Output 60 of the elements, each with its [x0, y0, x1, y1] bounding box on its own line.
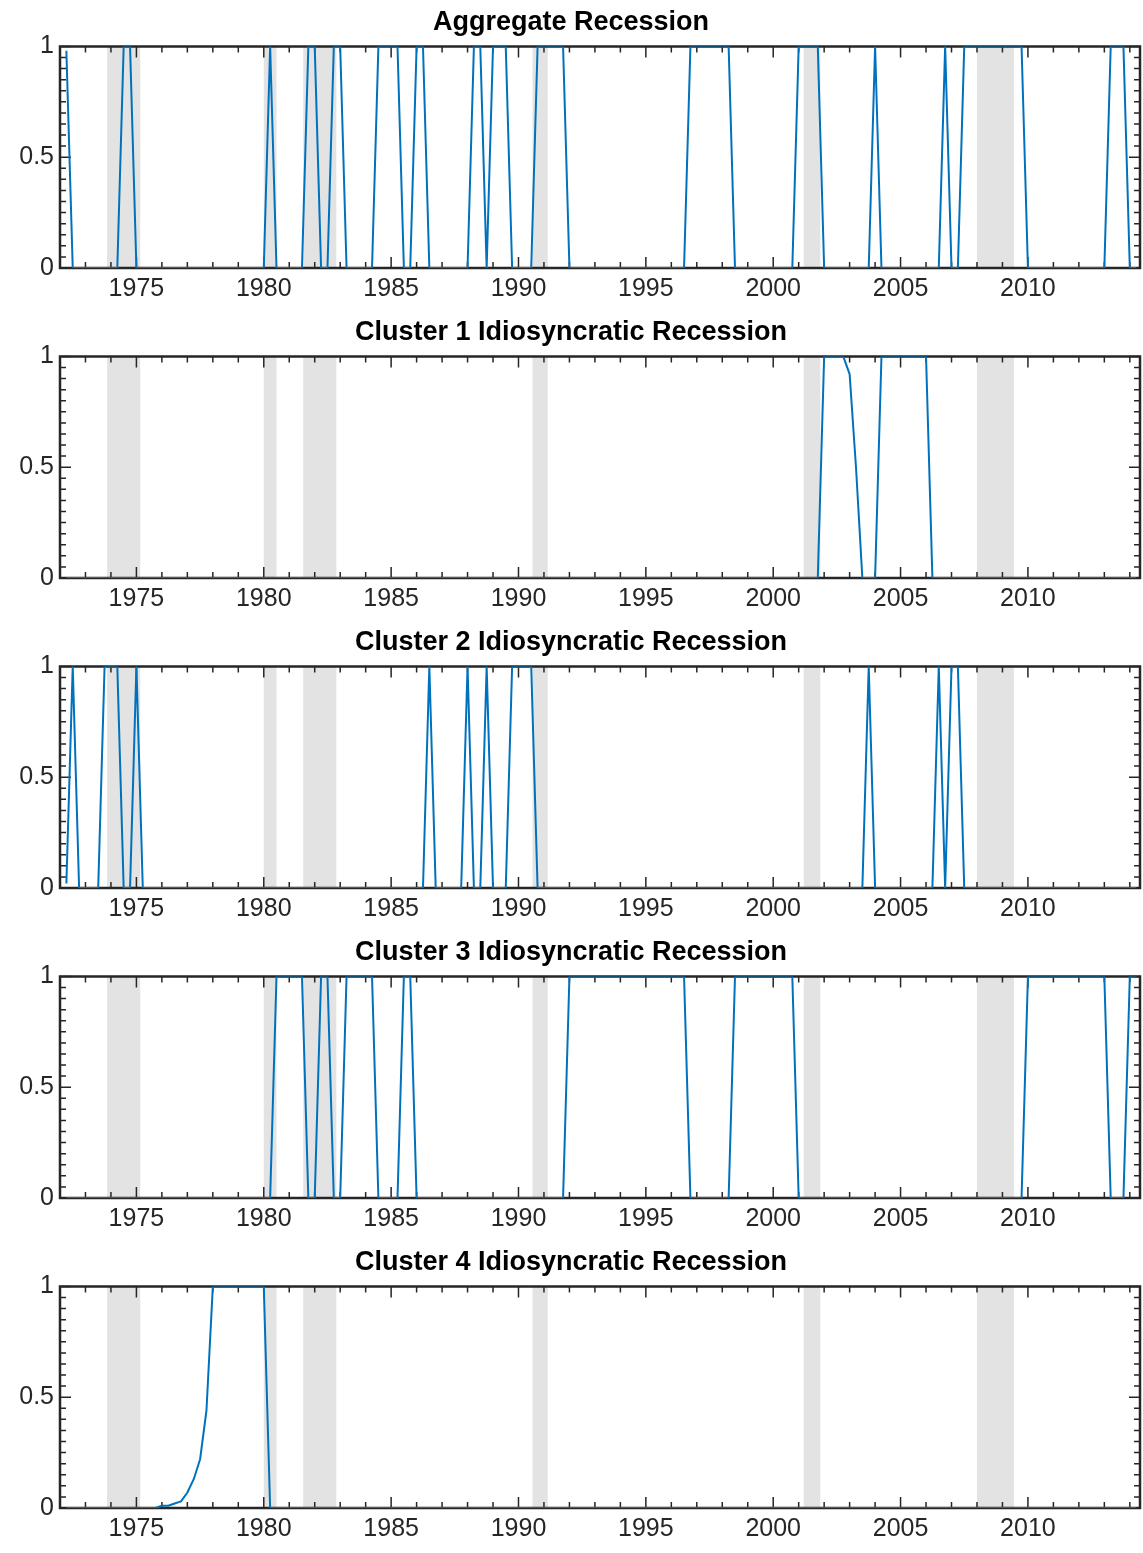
- y-tick-label: 1: [40, 1270, 54, 1299]
- y-tick-label: 0.5: [19, 451, 54, 480]
- x-tick-label: 1985: [363, 272, 419, 301]
- y-tick-label: 0.5: [19, 1071, 54, 1100]
- chart-title: Cluster 4 Idiosyncratic Recession: [354, 1245, 788, 1276]
- x-tick-label: 2000: [745, 1512, 802, 1541]
- y-tick-label: 0: [40, 1181, 54, 1210]
- y-tick-label: 0: [40, 871, 54, 900]
- x-tick-label: 1980: [235, 1202, 292, 1231]
- x-tick-label: 2000: [745, 272, 802, 301]
- x-tick-label: 1995: [618, 582, 674, 611]
- chart-title: Cluster 2 Idiosyncratic Recession: [354, 625, 788, 656]
- x-tick-label: 1975: [108, 1512, 165, 1541]
- x-tick-label: 2005: [872, 892, 929, 921]
- x-tick-label: 2000: [745, 582, 802, 611]
- x-tick-label: 1995: [618, 892, 674, 921]
- x-tick-label: 1985: [363, 1202, 419, 1231]
- chart-title: Cluster 3 Idiosyncratic Recession: [354, 935, 788, 966]
- x-tick-label: 1995: [618, 1512, 674, 1541]
- y-tick-label: 1: [40, 340, 54, 369]
- chart-title: Cluster 1 Idiosyncratic Recession: [354, 315, 788, 346]
- chart-title: Aggregate Recession: [432, 5, 710, 36]
- x-tick-label: 1985: [363, 1512, 419, 1541]
- y-tick-label: 0.5: [19, 1381, 54, 1410]
- x-tick-label: 2005: [872, 1512, 929, 1541]
- x-tick-label: 2010: [1000, 1202, 1056, 1231]
- x-tick-label: 2010: [1000, 1512, 1056, 1541]
- x-tick-label: 2010: [1000, 892, 1056, 921]
- x-tick-label: 1990: [490, 582, 547, 611]
- x-tick-label: 1985: [363, 582, 419, 611]
- x-tick-label: 2010: [1000, 272, 1056, 301]
- x-tick-label: 1975: [108, 892, 165, 921]
- x-tick-label: 2005: [872, 582, 929, 611]
- x-tick-label: 1980: [235, 892, 292, 921]
- y-tick-label: 1: [40, 30, 54, 59]
- y-tick-label: 0: [40, 251, 54, 280]
- x-tick-label: 1975: [108, 582, 165, 611]
- y-tick-label: 0.5: [19, 761, 54, 790]
- x-tick-label: 2005: [872, 1202, 929, 1231]
- x-tick-label: 1980: [235, 582, 292, 611]
- x-tick-label: 1975: [108, 1202, 165, 1231]
- y-tick-label: 1: [40, 960, 54, 989]
- y-tick-label: 0.5: [19, 141, 54, 170]
- y-tick-label: 0: [40, 561, 54, 590]
- x-tick-label: 2000: [745, 1202, 802, 1231]
- x-tick-label: 1990: [490, 892, 547, 921]
- x-tick-label: 1990: [490, 272, 547, 301]
- x-tick-label: 1980: [235, 1512, 292, 1541]
- x-tick-label: 1995: [618, 1202, 674, 1231]
- x-tick-label: 2010: [1000, 582, 1056, 611]
- x-tick-label: 1985: [363, 892, 419, 921]
- x-tick-label: 2005: [872, 272, 929, 301]
- x-tick-label: 1980: [235, 272, 292, 301]
- y-tick-label: 1: [40, 650, 54, 679]
- x-tick-label: 1975: [108, 272, 165, 301]
- x-tick-label: 1995: [618, 272, 674, 301]
- x-tick-label: 1990: [490, 1512, 547, 1541]
- x-tick-label: 1990: [490, 1202, 547, 1231]
- y-tick-label: 0: [40, 1491, 54, 1520]
- x-tick-label: 2000: [745, 892, 802, 921]
